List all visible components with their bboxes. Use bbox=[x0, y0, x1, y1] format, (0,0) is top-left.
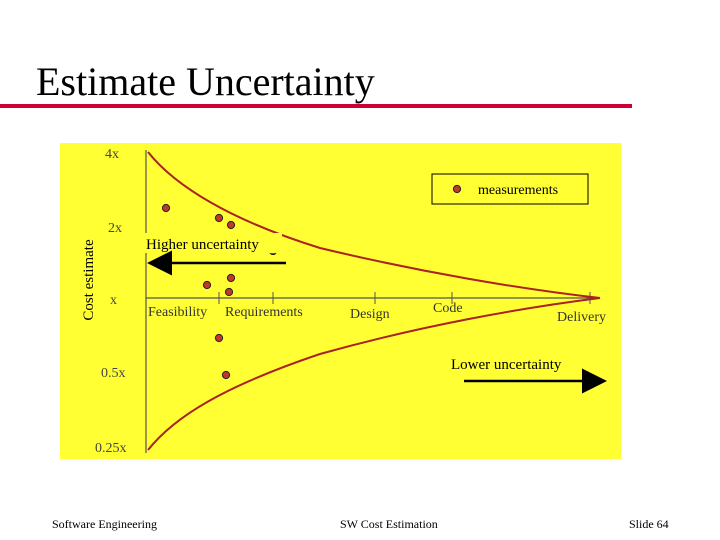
measurement-point bbox=[161, 203, 171, 213]
slide-title: Estimate Uncertainty bbox=[36, 59, 375, 104]
phase-delivery: Delivery bbox=[557, 310, 606, 325]
measurement-point bbox=[221, 370, 231, 380]
legend-label: measurements bbox=[478, 183, 558, 198]
upper-bound-curve bbox=[147, 151, 601, 299]
measurement-point bbox=[214, 333, 224, 343]
y-tick-4x: 4x bbox=[105, 147, 119, 162]
measurement-point bbox=[202, 280, 212, 290]
y-tick-0-5x: 0.5x bbox=[101, 366, 126, 381]
measurement-point bbox=[214, 213, 224, 223]
measurement-point bbox=[226, 273, 236, 283]
legend-point-icon bbox=[452, 184, 462, 194]
footer-topic: SW Cost Estimation bbox=[340, 517, 438, 531]
title-underline bbox=[0, 104, 632, 108]
lower-uncertainty-label: Lower uncertainty bbox=[451, 357, 562, 373]
footer-course: Software Engineering bbox=[52, 517, 157, 531]
measurement-point bbox=[226, 220, 236, 230]
y-axis-label: Cost estimate bbox=[81, 239, 97, 321]
footer-slide-number: Slide 64 bbox=[629, 517, 669, 531]
lower-bound-curve bbox=[147, 297, 601, 451]
phase-feasibility: Feasibility bbox=[148, 305, 207, 320]
higher-uncertainty-label-bg bbox=[144, 233, 282, 253]
phase-code: Code bbox=[433, 301, 463, 316]
y-tick-2x: 2x bbox=[108, 221, 122, 236]
phase-requirements: Requirements bbox=[225, 305, 303, 320]
higher-uncertainty-label: Higher uncertainty bbox=[146, 237, 259, 253]
measurement-point bbox=[224, 287, 234, 297]
y-tick-x: x bbox=[110, 293, 117, 308]
phase-design: Design bbox=[350, 307, 390, 322]
y-tick-0-25x: 0.25x bbox=[95, 441, 127, 456]
